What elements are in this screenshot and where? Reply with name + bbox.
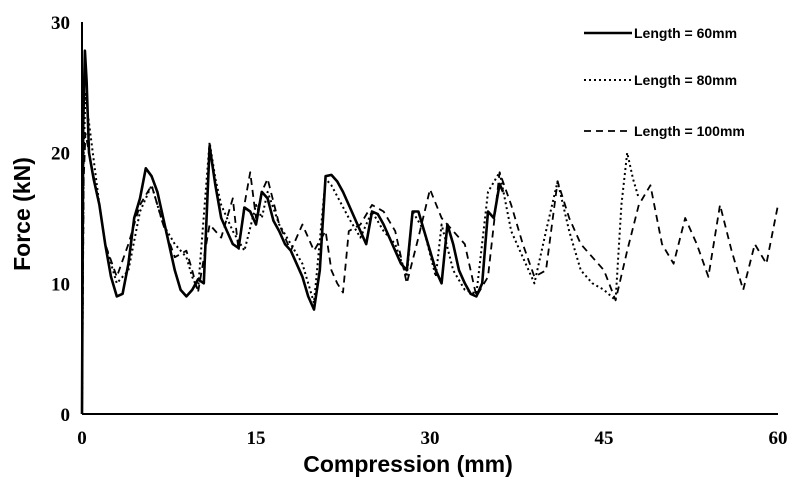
y-ticks: 0 10 20 30 <box>51 13 70 426</box>
series-line-2 <box>81 92 640 415</box>
y-tick-label: 20 <box>51 144 70 165</box>
legend: Length = 60mm Length = 80mm Length = 100mm <box>584 25 745 139</box>
legend-label: Length = 80mm <box>634 72 737 88</box>
x-tick-label: 15 <box>247 428 266 449</box>
y-tick-label: 10 <box>51 274 70 295</box>
legend-label: Length = 60mm <box>634 25 737 41</box>
x-tick-label: 60 <box>769 428 788 449</box>
x-axis-label: Compression (mm) <box>303 451 513 477</box>
x-tick-label: 45 <box>595 428 614 449</box>
legend-label: Length = 100mm <box>634 123 745 139</box>
y-tick-label: 30 <box>51 13 70 34</box>
x-ticks: 0 15 30 45 60 <box>77 428 787 449</box>
x-tick-label: 0 <box>77 428 87 449</box>
y-tick-label: 0 <box>61 405 71 426</box>
y-axis-label: Force (kN) <box>9 157 35 271</box>
x-tick-label: 30 <box>421 428 440 449</box>
series-line-1 <box>80 49 505 415</box>
series-group <box>80 49 779 415</box>
series-line-3 <box>81 132 779 415</box>
